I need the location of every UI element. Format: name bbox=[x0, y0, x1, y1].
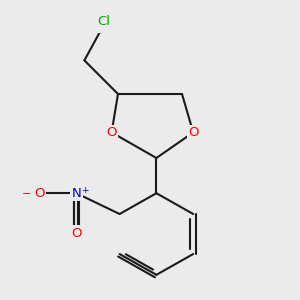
Text: O: O bbox=[106, 126, 117, 139]
Text: −: − bbox=[22, 189, 32, 199]
Text: O: O bbox=[34, 187, 45, 200]
Text: +: + bbox=[81, 185, 89, 194]
Text: Cl: Cl bbox=[97, 16, 110, 28]
Text: N: N bbox=[71, 187, 81, 200]
Text: O: O bbox=[188, 126, 199, 139]
Text: O: O bbox=[71, 227, 82, 240]
Text: Cl: Cl bbox=[97, 19, 110, 32]
